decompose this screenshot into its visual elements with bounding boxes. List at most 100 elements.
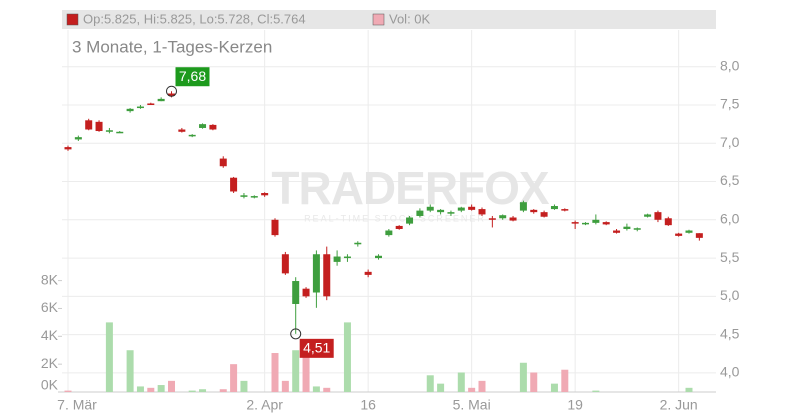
volume-bar [271,353,279,392]
annotation-label: 7,68 [179,68,206,84]
volume-bar [437,383,445,392]
x-tick-label: 2. Jun [660,397,698,413]
volume-bar [157,385,165,392]
volume-bar [168,380,175,392]
x-tick-label: 19 [567,397,583,413]
candle-body [675,233,683,236]
candle-body [406,217,414,224]
y-tick-label: 4,5 [720,325,740,341]
volume-bar [468,387,476,392]
volume-bar [519,362,527,392]
candle-body [271,219,279,236]
volume-tick-label: 0K [41,377,59,393]
candle-body [354,242,362,245]
candle-body [281,254,289,274]
candle-body [292,281,300,304]
volume-bar [240,380,248,392]
candle-body [147,103,155,106]
candle-body [126,108,134,112]
annotation-label: 4,51 [303,340,330,356]
candle-body [685,230,693,233]
candle-body [416,210,424,216]
candle-body [540,212,548,217]
candle-body [561,209,569,211]
volume-bar [292,350,300,392]
volume-bar [136,386,144,392]
legend-bar [62,10,716,29]
candle-body [323,254,331,297]
candle-body [343,256,351,259]
candle-body [447,212,455,214]
candle-body [302,288,310,297]
volume-bar [199,389,207,392]
volume-bar [312,386,320,392]
candle-body [654,212,662,220]
candle-body [426,206,434,211]
candle-body [499,215,507,219]
volume-tick-label: 6K [41,299,59,315]
volume-legend: Vol: 0K [389,11,431,26]
volume-tick-label: 8K [41,271,59,287]
volume-bar [281,380,289,392]
volume-bar [343,322,351,392]
volume-bar [426,375,434,392]
candle-body [157,98,165,102]
y-tick-label: 7,5 [720,96,740,112]
candle-body [105,130,113,132]
volume-bar [323,387,331,392]
candle-body [582,222,589,225]
volume-bar [592,390,600,392]
volume-bar [126,350,134,392]
x-tick-label: 2. Apr [246,397,283,413]
candle-body [519,202,527,211]
candle-body [695,233,703,238]
volume-bar [457,372,465,392]
candle-body [136,106,144,109]
volume-tick-label: 2K [41,355,59,371]
x-tick-label: 16 [360,397,376,413]
y-tick-label: 6,5 [720,172,740,188]
annotation-box [175,67,210,87]
candle-body [530,209,538,213]
high-annotation-marker [166,85,177,97]
candle-body [230,177,238,192]
candle-body [592,219,600,223]
candle-body [250,196,258,198]
candle-body [602,222,610,225]
candle-body [395,225,403,229]
y-tick-label: 5,5 [720,249,740,265]
low-annotation-marker [290,328,302,340]
x-tick-label: 7. Mär [57,397,97,413]
volume-bar [550,383,558,392]
candle-body [385,230,393,236]
candle-body [457,207,465,211]
candle-body [199,124,207,128]
candle-body [623,226,631,229]
candle-body [571,222,579,224]
volume-bar [561,369,569,392]
candle-body [64,147,72,150]
volume-tick-label: 4K [41,327,59,343]
candle-body [664,218,672,226]
candle-body [188,134,196,137]
candle-body [375,255,382,259]
y-tick-label: 7,0 [720,134,740,150]
volume-legend-swatch [372,13,385,26]
candle-body [644,214,652,217]
volume-bar [188,390,196,392]
annotation-box [299,338,334,358]
candle-body [488,218,496,220]
watermark-sub: REAL-TIME STOCK SCREENER [304,213,486,223]
candle-body [85,120,93,130]
ohlc-legend: Op:5.825, Hi:5.825, Lo:5.728, Cl:5.764 [83,11,306,26]
candle-body [509,217,517,221]
y-tick-label: 5,0 [720,287,740,303]
candle-body [333,256,341,262]
candle-body [468,206,476,210]
candle-body [261,193,269,196]
volume-bar [230,364,238,392]
volume-bar [147,387,155,392]
candle-body [74,137,82,140]
candle-body [168,93,175,96]
candle-body [613,230,621,233]
